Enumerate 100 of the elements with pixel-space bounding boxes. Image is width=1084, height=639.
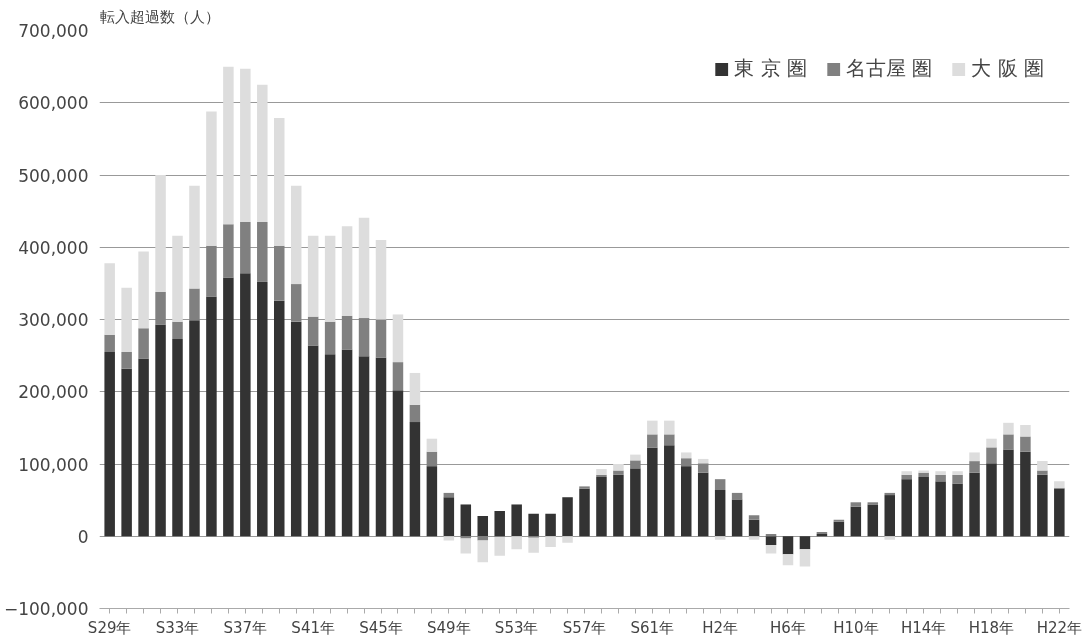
y-tick-label: 500,000 — [18, 165, 89, 186]
bar — [358, 318, 370, 357]
bar — [596, 474, 607, 478]
bar — [714, 479, 726, 491]
y-tick-label: 700,000 — [18, 21, 89, 41]
bar — [664, 420, 675, 435]
bar — [799, 536, 811, 550]
bar — [782, 554, 794, 566]
bar — [528, 537, 539, 553]
bar — [324, 235, 336, 322]
y-tick-label: 300,000 — [18, 310, 89, 330]
bar — [477, 536, 489, 541]
bar — [240, 68, 251, 222]
bar — [409, 404, 421, 423]
bar — [1020, 451, 1031, 537]
bar — [748, 519, 760, 537]
bar — [1003, 434, 1014, 450]
bar — [1003, 449, 1014, 537]
bar — [545, 513, 556, 537]
bar — [223, 224, 234, 278]
bar — [935, 481, 946, 537]
bar — [1037, 474, 1048, 537]
legend-label: 名古屋 圏 — [845, 55, 933, 82]
bar — [969, 452, 980, 462]
bar — [121, 368, 132, 537]
bar — [901, 479, 912, 537]
bar — [223, 66, 234, 225]
bar — [307, 235, 319, 317]
bar — [630, 468, 641, 537]
bar — [901, 471, 912, 475]
bar — [138, 251, 149, 329]
bar — [121, 352, 132, 369]
legend-label: 大 阪 圏 — [971, 55, 1044, 82]
bar — [748, 536, 760, 540]
bar — [697, 463, 709, 473]
x-tick-label: S49年 — [427, 618, 471, 637]
bar — [341, 226, 353, 316]
bar — [664, 445, 675, 537]
bar — [274, 300, 285, 537]
bar — [952, 483, 963, 537]
y-tick-label: 0 — [77, 526, 89, 547]
bar — [392, 362, 404, 391]
bar — [680, 458, 692, 467]
bar — [189, 288, 200, 321]
bar — [324, 354, 336, 537]
bar — [290, 284, 302, 322]
bar — [240, 221, 251, 274]
bar — [647, 434, 658, 448]
bar — [850, 502, 862, 507]
bar — [206, 296, 217, 537]
bar — [290, 185, 302, 285]
bar — [969, 472, 980, 537]
bar — [850, 506, 862, 537]
bar — [358, 217, 370, 319]
x-tick-label: H10年 — [833, 618, 879, 637]
bar — [240, 273, 251, 537]
bar — [172, 339, 183, 537]
bar — [358, 356, 370, 537]
bar — [494, 510, 505, 537]
bar — [714, 490, 726, 537]
bar — [257, 84, 268, 222]
bar — [341, 315, 353, 350]
bar — [1054, 481, 1065, 488]
bar — [697, 472, 709, 537]
bar — [324, 321, 336, 355]
bar — [155, 292, 166, 325]
bar — [494, 536, 505, 556]
x-tick-label: H22年 — [1036, 618, 1083, 637]
bar — [884, 536, 895, 540]
bar — [1020, 424, 1031, 437]
bar — [138, 328, 149, 359]
bar — [799, 549, 811, 567]
bar — [647, 447, 658, 537]
bar — [341, 349, 353, 537]
bar — [765, 536, 777, 545]
bar — [1037, 470, 1048, 475]
bar — [189, 320, 200, 537]
x-tick-label: S37年 — [223, 618, 268, 637]
bar — [375, 319, 387, 358]
bar — [443, 536, 455, 541]
bar — [833, 521, 845, 537]
bar — [206, 245, 217, 297]
bar — [596, 477, 607, 537]
bar — [562, 536, 573, 543]
bar — [155, 324, 166, 537]
bar — [1054, 488, 1065, 537]
x-tick-label: S53年 — [494, 618, 539, 637]
bar — [596, 469, 607, 475]
bar — [952, 474, 963, 484]
x-tick-label: S61年 — [630, 618, 675, 637]
bar — [579, 486, 590, 489]
bar — [782, 536, 794, 555]
bar — [375, 240, 387, 320]
bar — [172, 321, 183, 340]
bar — [392, 390, 404, 537]
bar — [884, 492, 895, 496]
bar — [426, 466, 438, 537]
bar — [630, 454, 641, 461]
bar — [104, 352, 115, 537]
x-tick-label: H2年 — [702, 618, 739, 637]
